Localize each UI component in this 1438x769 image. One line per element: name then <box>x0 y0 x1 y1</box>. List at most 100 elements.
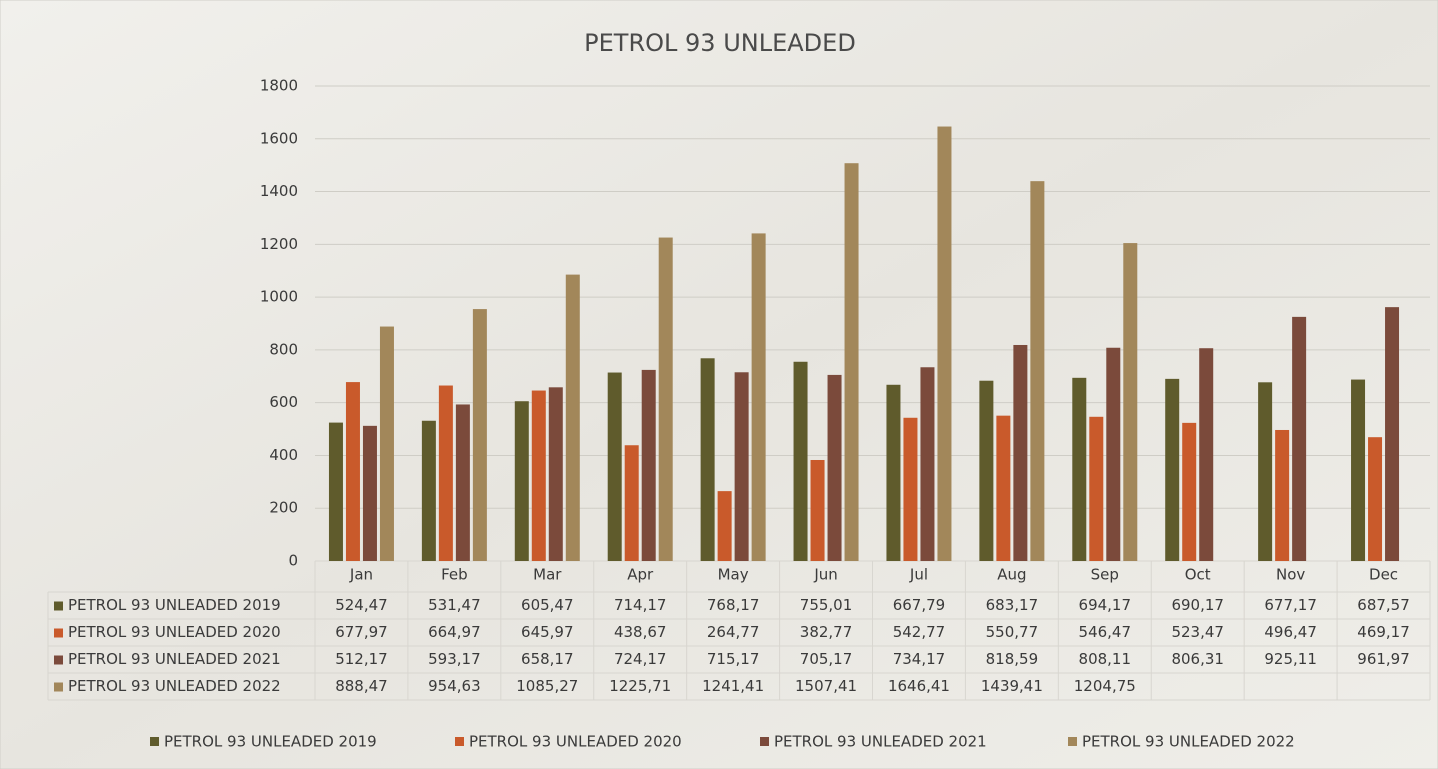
table-cell: 687,57 <box>1357 596 1410 614</box>
table-cell: 1085,27 <box>516 677 578 695</box>
bar <box>734 372 749 561</box>
x-tick-label: Nov <box>1276 566 1305 584</box>
table-legend-key <box>54 655 63 665</box>
y-tick-label: 1800 <box>260 77 298 95</box>
bar <box>903 417 918 561</box>
bar <box>438 385 453 561</box>
table-cell: 531,47 <box>428 596 481 614</box>
table-cell: 1225,71 <box>609 677 671 695</box>
table-legend-key <box>54 601 63 611</box>
legend-key <box>150 737 159 746</box>
table-cell: 1241,41 <box>702 677 764 695</box>
legend-key <box>1068 737 1077 746</box>
x-tick-label: Sep <box>1091 566 1119 584</box>
table-cell: 806,31 <box>1171 650 1224 668</box>
table-cell: 523,47 <box>1171 623 1224 641</box>
table-row-label: PETROL 93 UNLEADED 2021 <box>68 650 281 668</box>
bar <box>624 445 639 561</box>
table-row-label: PETROL 93 UNLEADED 2022 <box>68 677 281 695</box>
bar <box>844 163 859 561</box>
table-cell: 724,17 <box>614 650 667 668</box>
bar <box>658 237 673 561</box>
table-cell: 714,17 <box>614 596 667 614</box>
bar <box>996 415 1011 561</box>
table-cell: 667,79 <box>893 596 946 614</box>
table-legend-key <box>54 628 63 638</box>
bar <box>565 274 580 561</box>
table-cell: 677,97 <box>335 623 388 641</box>
y-tick-label: 1000 <box>260 288 298 306</box>
bar <box>362 425 377 561</box>
bar <box>1275 429 1290 561</box>
bar <box>345 382 360 561</box>
x-tick-label: Aug <box>997 566 1026 584</box>
bar <box>827 374 842 561</box>
bar <box>328 422 343 561</box>
bar <box>1030 181 1045 561</box>
table-cell: 755,01 <box>800 596 853 614</box>
x-tick-label: Dec <box>1369 566 1398 584</box>
bar <box>1258 382 1273 561</box>
table-cell: 1204,75 <box>1074 677 1136 695</box>
x-tick-label: Jul <box>909 566 928 584</box>
y-tick-label: 200 <box>269 499 298 517</box>
table-cell: 382,77 <box>800 623 853 641</box>
bar <box>1165 378 1180 561</box>
table-cell: 438,67 <box>614 623 667 641</box>
table-cell: 605,47 <box>521 596 574 614</box>
bar <box>1199 348 1214 561</box>
legend-label: PETROL 93 UNLEADED 2019 <box>164 733 377 751</box>
bar <box>751 233 766 561</box>
table-cell: 469,17 <box>1357 623 1410 641</box>
table-cell: 690,17 <box>1171 596 1224 614</box>
table-cell: 1507,41 <box>795 677 857 695</box>
table-cell: 546,47 <box>1079 623 1132 641</box>
table-cell: 683,17 <box>986 596 1039 614</box>
y-tick-label: 1200 <box>260 235 298 253</box>
table-cell: 715,17 <box>707 650 760 668</box>
bar <box>1123 243 1138 561</box>
chart-title: PETROL 93 UNLEADED <box>584 29 856 57</box>
legend-label: PETROL 93 UNLEADED 2022 <box>1082 733 1295 751</box>
bar <box>979 380 994 561</box>
bar <box>886 384 901 561</box>
bar <box>379 326 394 561</box>
table-cell: 664,97 <box>428 623 481 641</box>
table-cell: 645,97 <box>521 623 574 641</box>
x-tick-label: Feb <box>441 566 468 584</box>
bar <box>1089 416 1104 561</box>
x-tick-label: May <box>718 566 749 584</box>
table-cell: 524,47 <box>335 596 388 614</box>
table-cell: 694,17 <box>1079 596 1132 614</box>
x-tick-label: Jan <box>349 566 373 584</box>
legend-key <box>760 737 769 746</box>
table-cell: 705,17 <box>800 650 853 668</box>
table-cell: 496,47 <box>1264 623 1317 641</box>
bar <box>531 390 546 561</box>
legend-label: PETROL 93 UNLEADED 2020 <box>469 733 682 751</box>
legend-key <box>455 737 464 746</box>
bar <box>1013 344 1028 561</box>
table-cell: 677,17 <box>1264 596 1317 614</box>
y-tick-label: 1400 <box>260 182 298 200</box>
bar <box>1351 379 1366 561</box>
table-cell: 808,11 <box>1079 650 1132 668</box>
bar <box>937 126 952 561</box>
bar <box>641 369 656 561</box>
bar <box>514 401 529 561</box>
x-tick-label: Oct <box>1185 566 1211 584</box>
x-tick-label: Apr <box>627 566 654 584</box>
bar <box>1292 316 1307 561</box>
x-tick-label: Mar <box>533 566 562 584</box>
table-cell: 550,77 <box>986 623 1039 641</box>
bar <box>810 459 825 561</box>
table-cell: 734,17 <box>893 650 946 668</box>
y-tick-label: 1600 <box>260 129 298 147</box>
table-row-label: PETROL 93 UNLEADED 2020 <box>68 623 281 641</box>
table-cell: 512,17 <box>335 650 388 668</box>
bar <box>421 420 436 561</box>
table-cell: 768,17 <box>707 596 760 614</box>
table-cell: 925,11 <box>1264 650 1317 668</box>
